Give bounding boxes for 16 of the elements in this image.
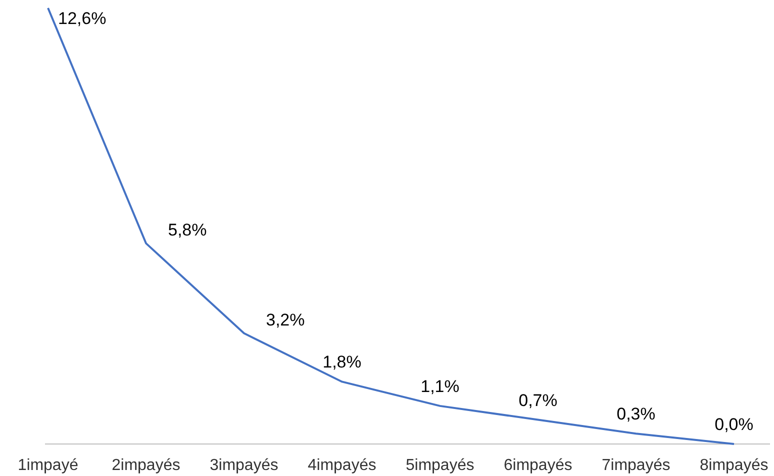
x-tick-label: 1impayé <box>18 457 78 474</box>
data-label: 0,3% <box>616 404 656 424</box>
x-tick-label: 3impayés <box>210 457 278 474</box>
x-tick-label: 8impayés <box>700 457 768 474</box>
x-tick-label: 7impayés <box>602 457 670 474</box>
data-label: 0,0% <box>714 415 754 434</box>
data-label: 5,8% <box>168 220 207 240</box>
data-label: 12,6% <box>58 9 106 28</box>
x-tick-label: 2impayés <box>112 457 180 474</box>
x-tick-label: 4impayés <box>308 457 376 474</box>
data-label: 3,2% <box>266 310 305 330</box>
x-tick-label: 5impayés <box>406 457 474 474</box>
data-label: 1,1% <box>420 376 460 396</box>
x-tick-label: 6impayés <box>504 457 572 474</box>
data-label: 0,7% <box>518 390 558 410</box>
data-label: 1,8% <box>322 352 362 372</box>
